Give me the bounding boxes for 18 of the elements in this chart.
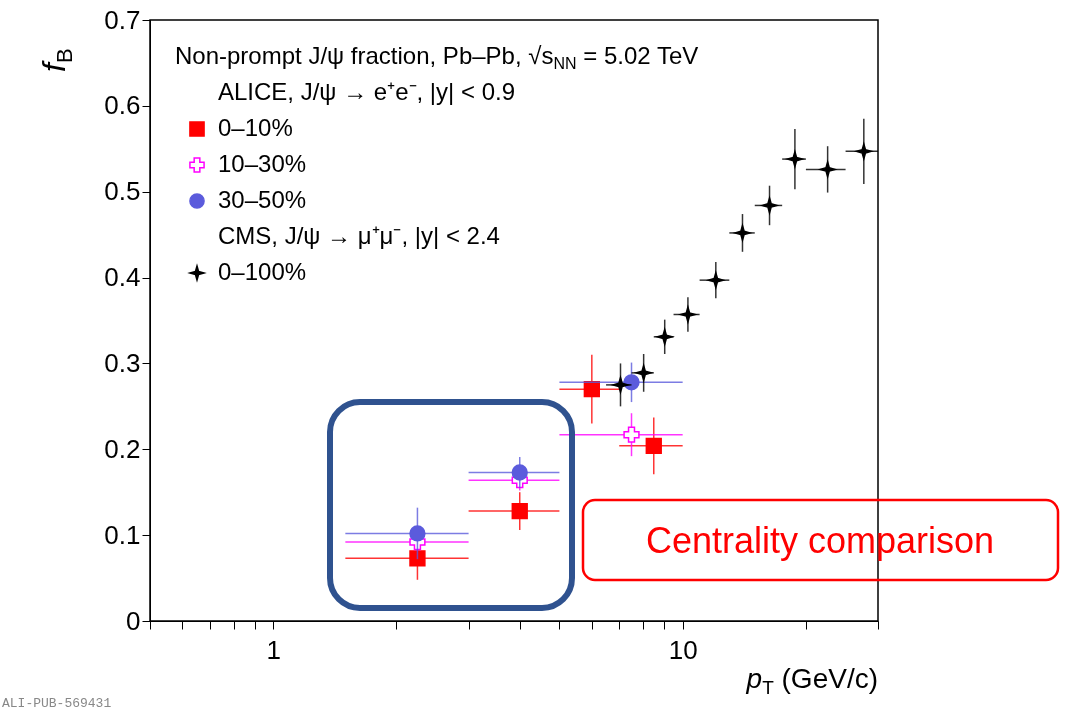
legend-label: 10–30% xyxy=(218,150,307,177)
y-tick-label: 0.6 xyxy=(104,90,141,121)
y-tick-label: 0.7 xyxy=(104,4,141,35)
y-tick-label: 0.3 xyxy=(104,347,141,378)
y-tick-label: 0.2 xyxy=(104,433,141,464)
y-axis-title: fB xyxy=(36,48,77,72)
annotation: ALICE, J/ψ → e⁺e⁻, |y| < 0.9 xyxy=(218,78,516,105)
y-tick-label: 0 xyxy=(126,605,141,636)
x-tick-label: 1 xyxy=(266,634,281,665)
y-tick-label: 0.4 xyxy=(104,262,141,293)
legend-label: 0–100% xyxy=(218,258,307,285)
y-tick-label: 0.1 xyxy=(104,519,141,550)
legend-label: 0–10% xyxy=(218,114,293,141)
legend-label: 30–50% xyxy=(218,186,307,213)
x-tick-label: 10 xyxy=(668,634,698,665)
text: ALI-PUB-569431 xyxy=(2,696,112,711)
annotation: CMS, J/ψ → μ⁺μ⁻, |y| < 2.4 xyxy=(218,222,500,249)
y-tick-label: 0.5 xyxy=(104,176,141,207)
